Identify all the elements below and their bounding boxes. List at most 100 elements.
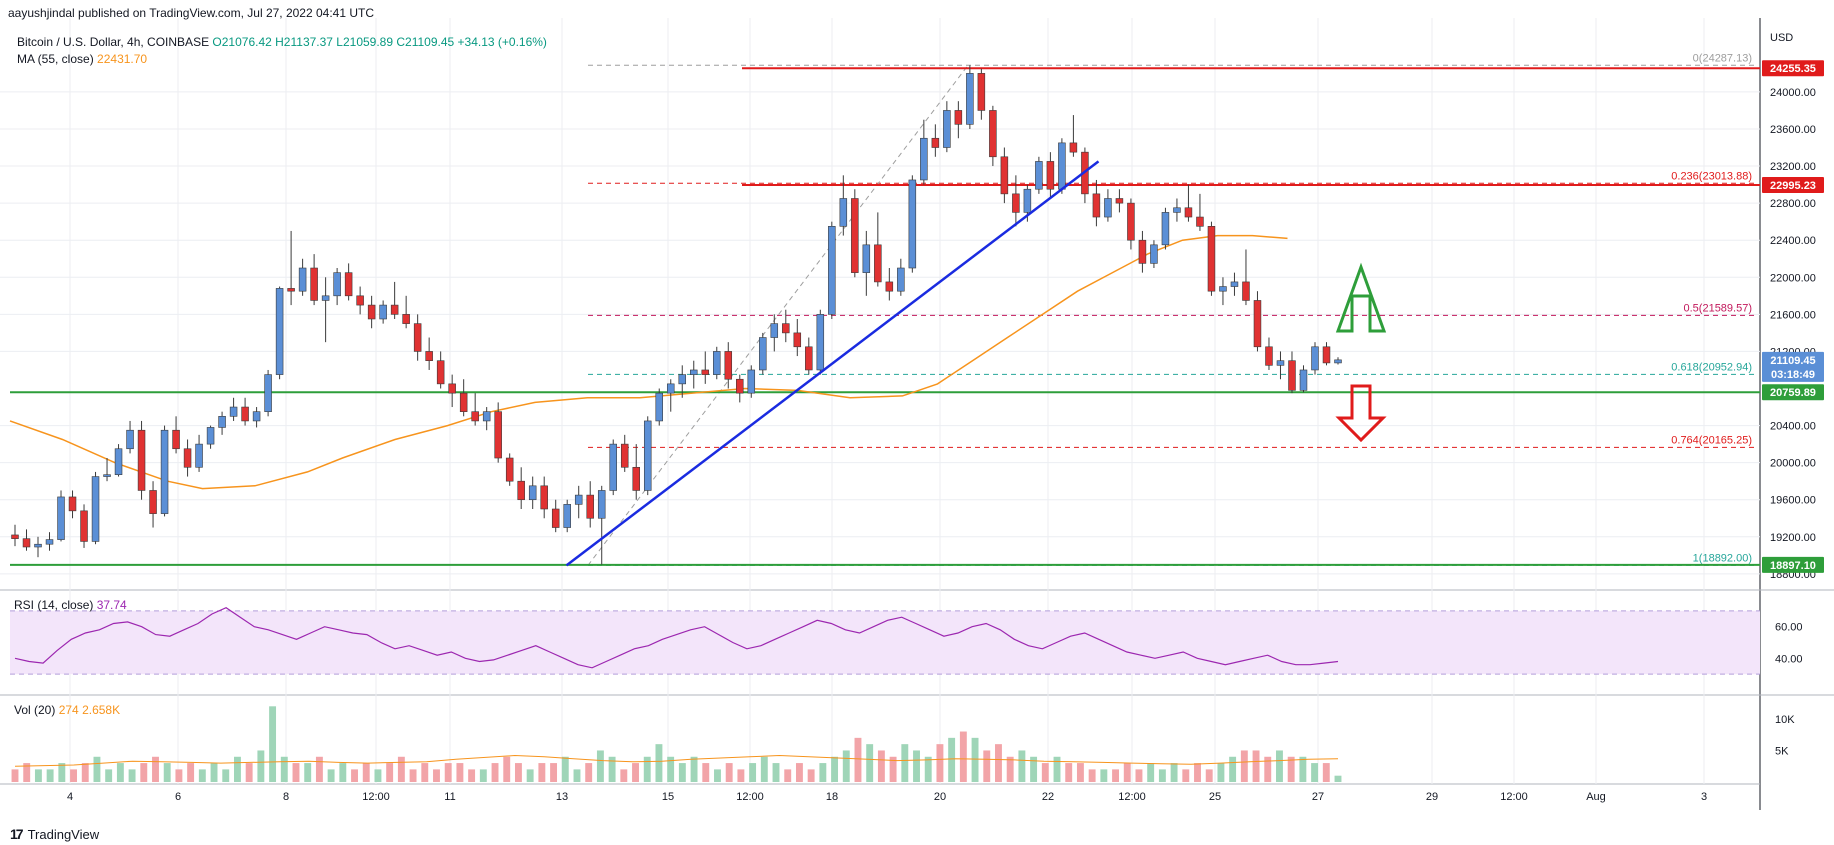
candle[interactable]	[436, 351, 445, 389]
candle[interactable]	[885, 268, 894, 301]
candle[interactable]	[632, 444, 640, 500]
candle[interactable]	[1184, 184, 1193, 222]
candle[interactable]	[183, 439, 192, 477]
candle[interactable]	[574, 485, 583, 519]
candle[interactable]	[793, 318, 802, 357]
candle[interactable]	[367, 295, 376, 329]
candle[interactable]	[1069, 115, 1078, 157]
candle[interactable]	[494, 402, 502, 463]
candle[interactable]	[943, 101, 951, 153]
candle[interactable]	[402, 295, 410, 329]
candle[interactable]	[149, 481, 157, 528]
candle[interactable]	[770, 314, 779, 352]
candle[interactable]	[920, 119, 928, 185]
price-tag[interactable]: 18897.10	[1762, 556, 1824, 573]
candle[interactable]	[287, 230, 295, 306]
candle[interactable]	[747, 365, 756, 398]
candle[interactable]	[1161, 207, 1170, 250]
candle[interactable]	[1276, 351, 1285, 380]
candle[interactable]	[310, 254, 318, 306]
candle[interactable]	[1035, 156, 1043, 194]
candle[interactable]	[563, 499, 571, 533]
candle[interactable]	[505, 453, 514, 486]
candle[interactable]	[1058, 138, 1066, 194]
candle[interactable]	[206, 425, 215, 449]
candle[interactable]	[482, 407, 491, 431]
candle[interactable]	[713, 346, 721, 380]
candle[interactable]	[1288, 351, 1296, 394]
candle[interactable]	[805, 337, 813, 375]
candle[interactable]	[782, 309, 790, 343]
candle[interactable]	[736, 374, 744, 403]
candle[interactable]	[977, 68, 986, 120]
candle[interactable]	[471, 393, 479, 426]
candle[interactable]	[1000, 147, 1009, 204]
candle[interactable]	[126, 420, 134, 454]
candle[interactable]	[68, 490, 77, 519]
candle[interactable]	[655, 388, 663, 426]
candle[interactable]	[690, 360, 698, 389]
candle[interactable]	[609, 439, 617, 496]
candle[interactable]	[321, 277, 330, 343]
candle[interactable]	[425, 337, 433, 370]
candle[interactable]	[908, 175, 917, 273]
candle[interactable]	[11, 524, 19, 547]
candle[interactable]	[1322, 342, 1331, 366]
candle[interactable]	[989, 105, 997, 167]
footer-brand[interactable]: TradingView	[27, 826, 100, 842]
candle[interactable]	[344, 263, 353, 301]
candle[interactable]	[828, 221, 836, 319]
trendline[interactable]	[565, 160, 1100, 567]
candle[interactable]	[597, 485, 606, 565]
candle[interactable]	[851, 189, 859, 278]
price-tag[interactable]: 03:18:49	[1762, 365, 1824, 382]
candle[interactable]	[137, 420, 146, 500]
price-tag[interactable]: 22995.23	[1762, 177, 1824, 194]
candle[interactable]	[1196, 193, 1204, 231]
candle[interactable]	[620, 434, 629, 472]
candle[interactable]	[448, 374, 456, 408]
rsi-label[interactable]: RSI (14, close)	[14, 598, 94, 612]
candle[interactable]	[298, 258, 307, 296]
candle[interactable]	[897, 258, 905, 296]
candle[interactable]	[1299, 365, 1308, 393]
candle[interactable]	[931, 124, 940, 157]
candle[interactable]	[839, 175, 848, 236]
candle[interactable]	[1173, 198, 1181, 222]
candle[interactable]	[966, 65, 974, 129]
candle[interactable]	[701, 351, 710, 384]
candle[interactable]	[218, 411, 226, 435]
candle[interactable]	[1253, 291, 1262, 352]
candle[interactable]	[517, 467, 525, 509]
candle[interactable]	[540, 476, 548, 519]
candle[interactable]	[1230, 272, 1239, 296]
candle[interactable]	[390, 281, 399, 319]
candle[interactable]	[34, 536, 42, 558]
candle[interactable]	[1012, 175, 1020, 227]
candle[interactable]	[160, 425, 169, 517]
volume-label[interactable]: Vol (20)	[14, 703, 56, 717]
candle[interactable]	[57, 490, 65, 542]
candle[interactable]	[45, 532, 54, 551]
candle[interactable]	[459, 379, 468, 417]
candle[interactable]	[1081, 147, 1089, 204]
price-tag[interactable]: 20759.89	[1762, 384, 1824, 401]
candle[interactable]	[1104, 189, 1112, 222]
candle[interactable]	[551, 499, 560, 533]
candle[interactable]	[333, 268, 341, 306]
candle[interactable]	[264, 369, 272, 417]
candle[interactable]	[528, 476, 537, 509]
candle[interactable]	[1242, 249, 1250, 306]
candle[interactable]	[22, 529, 31, 551]
candle[interactable]	[666, 379, 675, 412]
candle[interactable]	[379, 300, 387, 324]
candle[interactable]	[229, 397, 238, 421]
price-tag[interactable]: 24255.35	[1762, 60, 1824, 77]
candle[interactable]	[356, 286, 364, 315]
candle[interactable]	[275, 286, 284, 380]
candle[interactable]	[1265, 337, 1273, 370]
candle[interactable]	[1150, 240, 1158, 269]
candle[interactable]	[1138, 230, 1147, 273]
candle[interactable]	[114, 444, 123, 477]
candle[interactable]	[1046, 152, 1055, 199]
